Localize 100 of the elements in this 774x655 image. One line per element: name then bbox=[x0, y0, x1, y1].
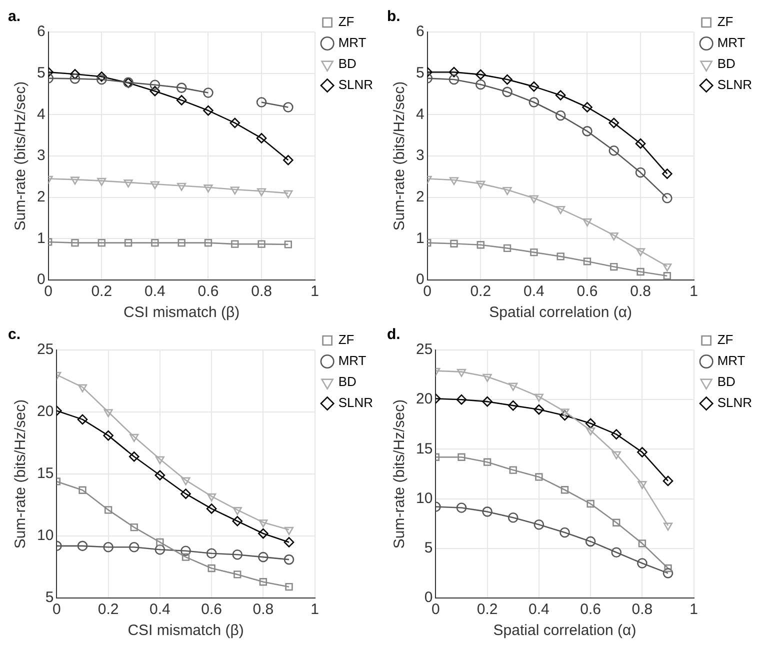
y-tick-label: 10 bbox=[416, 490, 433, 507]
y-tick-label: 0 bbox=[424, 589, 433, 606]
point bbox=[662, 168, 672, 179]
y-tick-label: 6 bbox=[37, 23, 46, 40]
point bbox=[475, 69, 486, 80]
point bbox=[456, 394, 467, 405]
point bbox=[156, 538, 164, 546]
legend-label: SLNR bbox=[338, 77, 374, 92]
point bbox=[284, 537, 294, 548]
point bbox=[182, 553, 190, 561]
point bbox=[508, 512, 518, 523]
point bbox=[585, 418, 596, 429]
legend-label: BD bbox=[717, 56, 736, 72]
y-tick-label: 5 bbox=[424, 540, 433, 557]
x-axis-title: Spatial correlation (α) bbox=[489, 304, 632, 322]
point bbox=[529, 195, 538, 204]
point bbox=[150, 86, 160, 96]
point bbox=[612, 451, 621, 460]
legend-label: BD bbox=[717, 374, 736, 390]
point bbox=[508, 382, 518, 391]
point bbox=[103, 542, 114, 552]
point bbox=[130, 434, 139, 442]
x-tick-label: 0.4 bbox=[524, 283, 544, 300]
point bbox=[284, 240, 292, 248]
chart-title: a. bbox=[8, 8, 21, 26]
point bbox=[586, 427, 596, 436]
point bbox=[177, 182, 186, 191]
point bbox=[206, 504, 217, 514]
point bbox=[284, 526, 294, 535]
point bbox=[585, 536, 596, 547]
point bbox=[259, 578, 268, 586]
point bbox=[555, 110, 566, 121]
point bbox=[206, 548, 217, 559]
point bbox=[635, 167, 646, 178]
y-tick-label: 2 bbox=[416, 188, 424, 206]
point bbox=[528, 81, 540, 92]
point bbox=[256, 188, 266, 196]
point bbox=[502, 74, 512, 85]
x-tick-label: 0.8 bbox=[632, 601, 653, 618]
point bbox=[609, 232, 618, 241]
point bbox=[448, 74, 460, 85]
point bbox=[232, 549, 243, 560]
point bbox=[207, 493, 216, 502]
point bbox=[155, 456, 164, 464]
y-tick-label: 3 bbox=[416, 147, 424, 164]
point bbox=[204, 184, 213, 193]
y-tick-label: 15 bbox=[36, 465, 54, 482]
y-tick-label: 6 bbox=[416, 23, 424, 40]
point bbox=[637, 558, 648, 568]
x-axis-title: CSI mismatch (β) bbox=[128, 622, 244, 640]
point bbox=[283, 154, 294, 166]
point bbox=[662, 476, 674, 486]
x-tick-label: 0.2 bbox=[91, 283, 112, 300]
point bbox=[232, 507, 242, 516]
point bbox=[662, 193, 672, 204]
point bbox=[608, 118, 620, 128]
point bbox=[556, 252, 564, 260]
point bbox=[284, 190, 293, 198]
point bbox=[530, 248, 538, 256]
y-tick-label: 0 bbox=[37, 271, 46, 288]
x-tick-label: 0.6 bbox=[198, 283, 219, 300]
point bbox=[96, 71, 107, 82]
point bbox=[151, 238, 159, 247]
point bbox=[154, 544, 166, 555]
point bbox=[98, 238, 106, 247]
point bbox=[203, 105, 214, 116]
x-tick-label: 1 bbox=[690, 601, 698, 618]
point bbox=[203, 88, 214, 98]
legend-label: MRT bbox=[338, 35, 366, 50]
point bbox=[611, 429, 622, 440]
point bbox=[78, 384, 88, 392]
point bbox=[204, 238, 212, 247]
legend-label: SLNR bbox=[717, 395, 752, 410]
point bbox=[150, 181, 160, 190]
point bbox=[482, 506, 492, 517]
point bbox=[583, 258, 592, 266]
x-tick-label: 0.8 bbox=[252, 601, 274, 618]
x-tick-label: 0.2 bbox=[470, 283, 492, 300]
x-tick-label: 0.4 bbox=[144, 283, 166, 300]
point bbox=[96, 74, 107, 85]
point bbox=[77, 414, 88, 425]
point bbox=[70, 69, 80, 80]
point bbox=[482, 396, 492, 407]
legend-label: ZF bbox=[717, 332, 734, 348]
point bbox=[97, 178, 106, 186]
point bbox=[104, 506, 112, 514]
point bbox=[448, 66, 460, 78]
point bbox=[78, 486, 86, 494]
point bbox=[508, 400, 518, 411]
point bbox=[450, 240, 458, 248]
point bbox=[128, 451, 140, 462]
y-tick-label: 10 bbox=[36, 527, 54, 544]
point bbox=[285, 583, 293, 591]
legend-label: MRT bbox=[338, 353, 366, 368]
point bbox=[150, 80, 160, 90]
point bbox=[534, 394, 544, 402]
point bbox=[476, 180, 486, 189]
legend-label: ZF bbox=[338, 14, 354, 30]
x-tick-label: 0.6 bbox=[580, 601, 601, 618]
x-tick-label: 0.8 bbox=[251, 283, 272, 300]
